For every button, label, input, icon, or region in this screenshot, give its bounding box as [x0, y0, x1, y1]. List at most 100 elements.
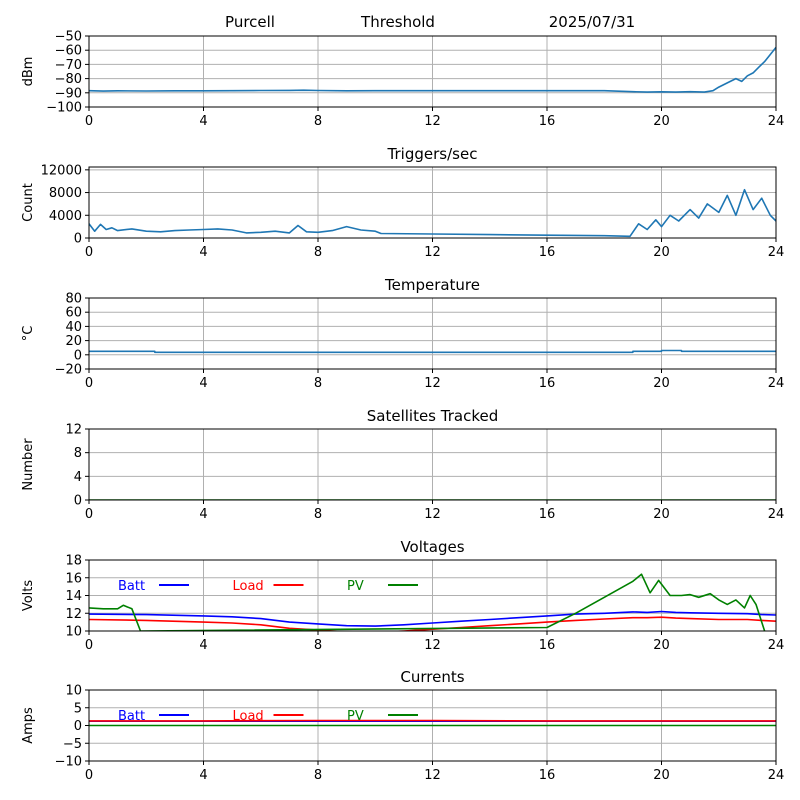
y-tick-label: −10: [55, 755, 82, 770]
y-tick-label: −50: [55, 30, 82, 45]
series-group: [89, 349, 776, 354]
x-tick-label: 8: [314, 507, 322, 522]
x-tick-label: 24: [768, 114, 785, 129]
x-tick-label: 24: [768, 245, 785, 260]
y-tick-label: 0: [74, 494, 82, 509]
y-axis-label: Number: [21, 438, 36, 491]
x-tick-label: 4: [199, 114, 207, 129]
y-tick-label: −80: [55, 72, 82, 87]
series-line-pv: [89, 573, 766, 631]
x-tick-label: 8: [314, 245, 322, 260]
series-group: [89, 719, 776, 727]
chart-title: Triggers/sec: [387, 145, 478, 163]
y-tick-label: −90: [55, 86, 82, 101]
legend-label-batt: Batt: [118, 709, 145, 724]
header-station: Purcell: [225, 13, 275, 31]
x-tick-label: 0: [85, 768, 93, 783]
series-line-0: [89, 46, 776, 93]
y-tick-label: 12: [65, 607, 82, 622]
legend-label-load: Load: [233, 709, 264, 724]
x-tick-label: 20: [653, 245, 670, 260]
y-axis-label: °C: [21, 326, 36, 342]
x-tick-label: 0: [85, 114, 93, 129]
x-tick-label: 4: [199, 507, 207, 522]
x-tick-label: 12: [424, 245, 441, 260]
legend-label-batt: Batt: [118, 579, 145, 594]
y-tick-label: −70: [55, 58, 82, 73]
x-tick-label: 4: [199, 245, 207, 260]
y-tick-label: 14: [65, 589, 82, 604]
x-tick-label: 20: [653, 638, 670, 653]
legend-label-pv: PV: [347, 579, 364, 594]
y-tick-label: 5: [74, 701, 82, 716]
x-tick-label: 0: [85, 245, 93, 260]
y-axis-label: Volts: [21, 580, 36, 612]
x-tick-label: 0: [85, 376, 93, 391]
x-tick-label: 12: [424, 376, 441, 391]
y-tick-label: −5: [63, 737, 82, 752]
x-tick-label: 16: [539, 245, 556, 260]
x-tick-label: 4: [199, 768, 207, 783]
x-tick-label: 8: [314, 376, 322, 391]
y-tick-label: 8000: [49, 186, 82, 201]
y-tick-label: 0: [74, 232, 82, 247]
x-tick-label: 4: [199, 376, 207, 391]
y-tick-label: 4: [74, 470, 82, 485]
series-group: [89, 188, 776, 238]
y-axis-label: Amps: [21, 707, 36, 744]
y-tick-label: 10: [65, 625, 82, 640]
y-tick-label: 60: [65, 306, 82, 321]
x-tick-label: 20: [653, 114, 670, 129]
y-tick-label: 80: [65, 292, 82, 307]
chart-panel-4: 0 4 8 12 16 20 24 10 12 14 16 18 Voltages Volts Batt Lo…: [21, 538, 784, 653]
x-tick-label: 16: [539, 638, 556, 653]
y-tick-label: 20: [65, 334, 82, 349]
y-tick-label: 12: [65, 423, 82, 438]
x-tick-label: 24: [768, 507, 785, 522]
y-tick-label: 10: [65, 684, 82, 699]
header-mode: Threshold: [360, 13, 435, 31]
x-tick-label: 24: [768, 768, 785, 783]
x-tick-label: 12: [424, 768, 441, 783]
y-axis-label: Count: [21, 183, 36, 222]
x-tick-label: 20: [653, 768, 670, 783]
x-tick-label: 0: [85, 507, 93, 522]
series-line-batt: [89, 610, 776, 627]
chart-panel-1: 0 4 8 12 16 20 24 0 4000 8000 12000 Triggers/sec Cou…: [21, 145, 784, 260]
series-group: [89, 573, 776, 631]
chart-title: Satellites Tracked: [367, 407, 498, 425]
chart-title: Voltages: [400, 538, 464, 556]
chart-panel-3: 0 4 8 12 16 20 24 0 4 8 12 Satellites Tracked Number: [21, 407, 784, 522]
series-line-0: [89, 188, 776, 238]
y-tick-label: 0: [74, 719, 82, 734]
x-tick-label: 12: [424, 507, 441, 522]
x-tick-label: 16: [539, 114, 556, 129]
x-tick-label: 0: [85, 638, 93, 653]
x-tick-label: 16: [539, 768, 556, 783]
y-tick-label: 12000: [41, 163, 82, 178]
y-axis-label: dBm: [21, 57, 36, 87]
x-tick-label: 8: [314, 114, 322, 129]
y-tick-label: −20: [55, 363, 82, 378]
x-tick-label: 4: [199, 638, 207, 653]
y-tick-label: 16: [65, 571, 82, 586]
y-tick-label: −60: [55, 44, 82, 59]
x-tick-label: 20: [653, 507, 670, 522]
legend-label-pv: PV: [347, 709, 364, 724]
x-tick-label: 8: [314, 638, 322, 653]
series-group: [89, 46, 776, 93]
y-tick-label: −100: [46, 101, 82, 116]
x-tick-label: 24: [768, 638, 785, 653]
y-tick-label: 40: [65, 320, 82, 335]
x-tick-label: 24: [768, 376, 785, 391]
chart-title: Temperature: [384, 276, 480, 294]
x-tick-label: 12: [424, 638, 441, 653]
y-tick-label: 8: [74, 446, 82, 461]
y-tick-label: 18: [65, 554, 82, 569]
header-date: 2025/07/31: [549, 13, 635, 31]
x-tick-label: 16: [539, 376, 556, 391]
x-tick-label: 16: [539, 507, 556, 522]
